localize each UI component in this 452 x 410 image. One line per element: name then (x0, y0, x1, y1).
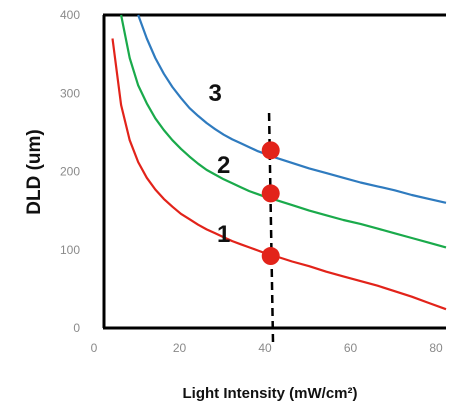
series-line-2 (121, 15, 446, 247)
y-axis-title: DLD (um) (24, 129, 45, 214)
y-tick-label: 400 (60, 8, 80, 22)
ticks-layer: 0 20 40 60 80 0 100 200 300 400 (60, 8, 443, 355)
plot-frame (103, 15, 446, 328)
curve-label-1: 1 (217, 221, 230, 248)
marker-point-2 (262, 184, 280, 202)
x-tick-label: 20 (173, 341, 187, 355)
x-tick-label: 0 (91, 341, 98, 355)
x-tick-label: 80 (429, 341, 443, 355)
series-line-1 (113, 39, 447, 310)
labels-layer: 1 2 3 (208, 80, 230, 248)
series-layer (113, 15, 447, 342)
marker-point-3 (262, 141, 280, 159)
y-tick-label: 100 (60, 243, 80, 257)
y-tick-label: 0 (73, 321, 80, 335)
x-tick-label: 60 (344, 341, 358, 355)
x-axis-title: Light Intensity (mW/cm²) (183, 385, 358, 402)
y-tick-label: 200 (60, 165, 80, 179)
marker-point-1 (262, 247, 280, 265)
y-tick-label: 300 (60, 86, 80, 100)
curve-label-3: 3 (208, 80, 221, 107)
curve-label-2: 2 (217, 152, 230, 179)
series-line-3 (138, 15, 446, 203)
x-tick-label: 40 (258, 341, 272, 355)
